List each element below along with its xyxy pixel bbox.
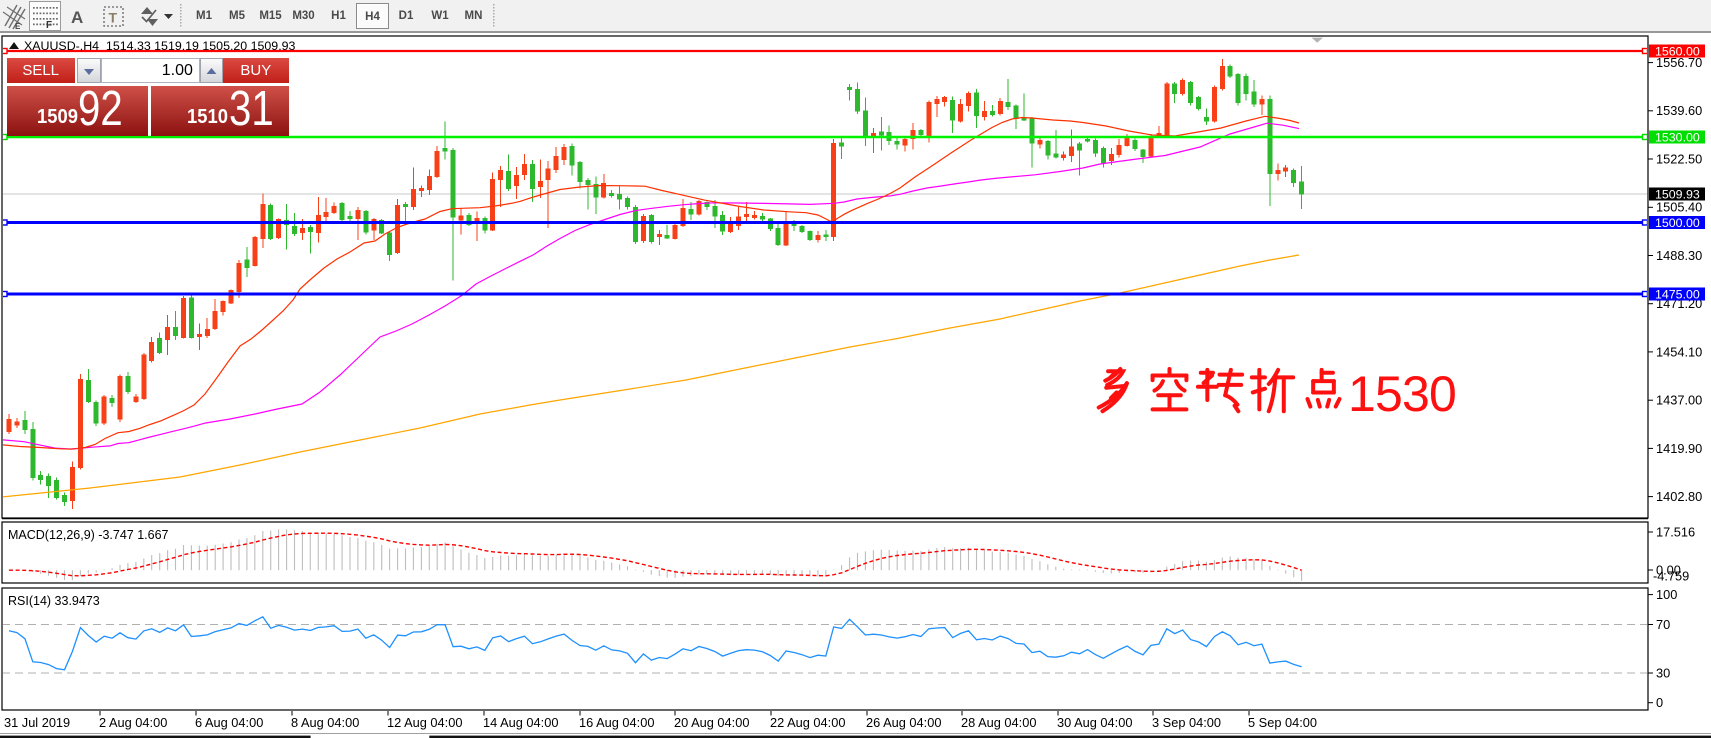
svg-text:1509.93: 1509.93 bbox=[1655, 187, 1700, 201]
svg-text:XAUUSD-,H4 1514.33 1519.19 15: XAUUSD-,H4 1514.33 1519.19 1505.20 1509.… bbox=[24, 39, 296, 53]
svg-text:3 Sep 04:00: 3 Sep 04:00 bbox=[1152, 715, 1221, 730]
svg-text:RSI(14) 33.9473: RSI(14) 33.9473 bbox=[8, 594, 100, 608]
svg-text:17.516: 17.516 bbox=[1656, 524, 1695, 539]
svg-text:1530: 1530 bbox=[1348, 366, 1456, 422]
svg-text:-4.759: -4.759 bbox=[1653, 568, 1689, 583]
svg-text:30 Aug 04:00: 30 Aug 04:00 bbox=[1057, 715, 1132, 730]
svg-text:70: 70 bbox=[1656, 617, 1670, 632]
svg-text:T: T bbox=[109, 10, 118, 26]
svg-text:1530.00: 1530.00 bbox=[1655, 130, 1700, 144]
svg-text:1402.80: 1402.80 bbox=[1656, 489, 1702, 504]
svg-text:31 Jul 2019: 31 Jul 2019 bbox=[4, 715, 70, 730]
svg-text:2 Aug 04:00: 2 Aug 04:00 bbox=[99, 715, 167, 730]
svg-text:20 Aug 04:00: 20 Aug 04:00 bbox=[674, 715, 749, 730]
svg-text:MACD(12,26,9) -3.747 1.667: MACD(12,26,9) -3.747 1.667 bbox=[8, 528, 169, 542]
svg-text:1505.40: 1505.40 bbox=[1656, 200, 1702, 215]
svg-text:1556.70: 1556.70 bbox=[1656, 55, 1702, 70]
svg-text:1539.60: 1539.60 bbox=[1656, 103, 1702, 118]
svg-text:12 Aug 04:00: 12 Aug 04:00 bbox=[387, 715, 462, 730]
svg-text:8 Aug 04:00: 8 Aug 04:00 bbox=[291, 715, 359, 730]
svg-text:30: 30 bbox=[1656, 665, 1670, 680]
svg-text:1454.10: 1454.10 bbox=[1656, 344, 1702, 359]
svg-text:1560.00: 1560.00 bbox=[1655, 44, 1700, 58]
svg-text:1500.00: 1500.00 bbox=[1655, 216, 1700, 230]
svg-text:1488.30: 1488.30 bbox=[1656, 248, 1702, 263]
svg-text:1475.00: 1475.00 bbox=[1655, 287, 1700, 301]
svg-text:100: 100 bbox=[1656, 587, 1677, 602]
svg-text:F: F bbox=[46, 20, 52, 31]
svg-text:16 Aug 04:00: 16 Aug 04:00 bbox=[579, 715, 654, 730]
svg-text:0.00: 0.00 bbox=[1656, 562, 1681, 577]
svg-text:6 Aug 04:00: 6 Aug 04:00 bbox=[195, 715, 263, 730]
svg-text:1522.50: 1522.50 bbox=[1656, 151, 1702, 166]
svg-text:1437.00: 1437.00 bbox=[1656, 393, 1702, 408]
svg-text:A: A bbox=[71, 8, 83, 27]
svg-text:14 Aug 04:00: 14 Aug 04:00 bbox=[483, 715, 558, 730]
svg-text:5 Sep 04:00: 5 Sep 04:00 bbox=[1248, 715, 1317, 730]
svg-text:26 Aug 04:00: 26 Aug 04:00 bbox=[866, 715, 941, 730]
svg-text:22 Aug 04:00: 22 Aug 04:00 bbox=[770, 715, 845, 730]
svg-text:0: 0 bbox=[1656, 695, 1663, 710]
svg-text:1419.90: 1419.90 bbox=[1656, 441, 1702, 456]
svg-text:28 Aug 04:00: 28 Aug 04:00 bbox=[961, 715, 1036, 730]
svg-text:E: E bbox=[15, 22, 21, 31]
